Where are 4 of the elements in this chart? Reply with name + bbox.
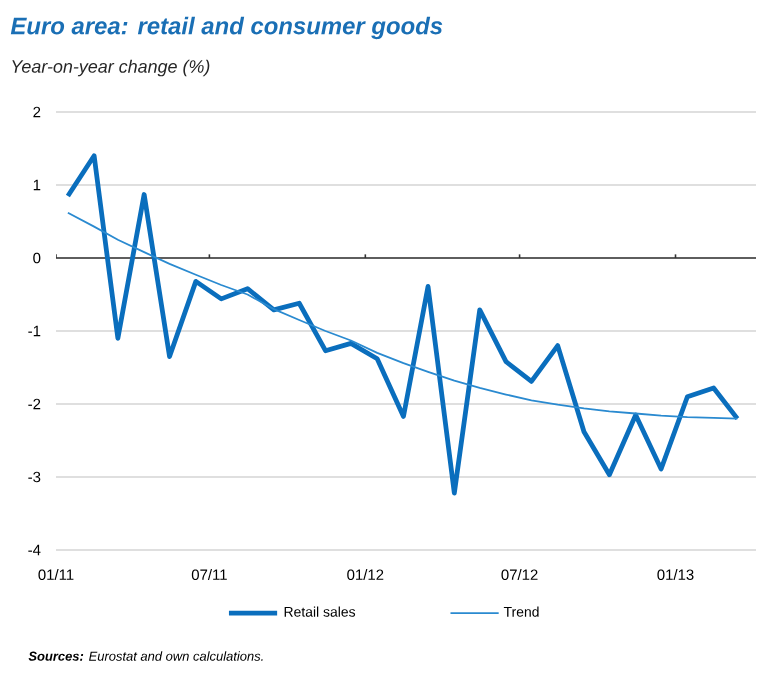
line-series: [65, 153, 740, 496]
line-series: [66, 211, 739, 420]
chart-subtitle: Year-on-year change (%): [12, 59, 210, 77]
chart-title: Euro area: retail and consumer goods: [10, 16, 443, 40]
